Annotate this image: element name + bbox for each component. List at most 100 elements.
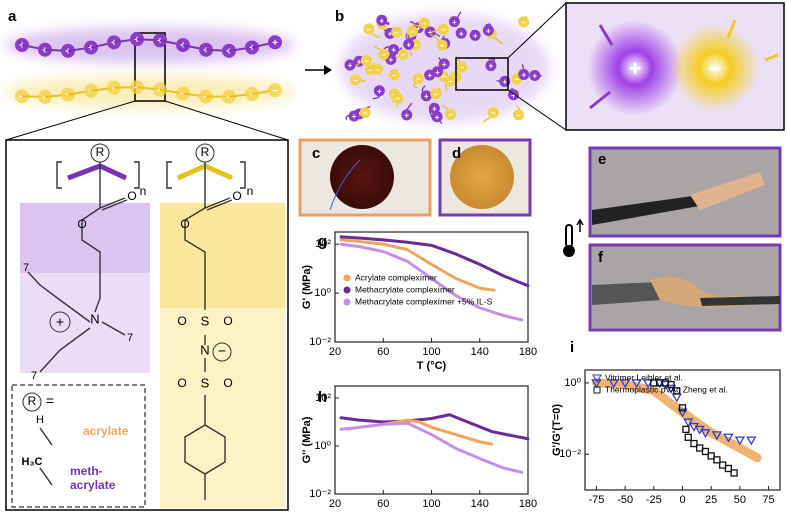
marker <box>690 439 698 448</box>
bead <box>444 75 456 87</box>
bead-sign: − <box>448 77 453 86</box>
bead-sign: − <box>515 75 520 84</box>
chemistry-label: O <box>232 189 241 203</box>
zoom-line <box>5 100 136 141</box>
network: −−+++−−+++−++−−+−−+−−+−+++++++−−−+−−−+++… <box>344 11 542 125</box>
bead <box>363 23 375 35</box>
plot-frame <box>334 385 529 495</box>
bead <box>513 109 525 121</box>
x-tick-label: 180 <box>519 346 537 358</box>
bead-sign: + <box>42 45 48 56</box>
bead-sign: − <box>249 90 255 101</box>
bead <box>428 102 440 114</box>
marker <box>608 379 619 389</box>
bead <box>438 58 450 70</box>
bead-sign: + <box>473 32 478 41</box>
bead-sign: + <box>357 57 362 66</box>
bead-sign: + <box>424 92 429 101</box>
data-line <box>339 421 524 474</box>
bead <box>485 60 497 72</box>
bead-sign: − <box>367 25 372 34</box>
zoom-box <box>455 57 509 91</box>
bead-sign: + <box>19 41 25 52</box>
bead-sign: − <box>272 86 278 97</box>
legend-label: Acrylate complexímer <box>355 272 437 282</box>
bead <box>455 27 467 39</box>
chemistry-label: O <box>77 217 86 231</box>
bead-sign: + <box>377 87 382 96</box>
bead <box>376 14 388 26</box>
marker <box>730 469 738 477</box>
y-tick-label: 10⁰ <box>314 440 331 452</box>
bead <box>360 54 372 66</box>
wire <box>329 159 361 211</box>
chemistry-label: R <box>201 145 210 159</box>
chemistry-label: acrylate <box>83 424 129 438</box>
legend-marker <box>593 386 601 394</box>
panel-label: i <box>570 339 574 356</box>
panel-label: c <box>312 145 320 162</box>
bead-sign: − <box>416 75 421 84</box>
marker <box>713 456 721 464</box>
bead-sign: − <box>459 63 464 72</box>
bead <box>364 64 376 76</box>
bead-sign: + <box>404 111 409 120</box>
bead-sign: − <box>42 93 48 104</box>
bead <box>392 92 404 104</box>
bead <box>430 88 442 100</box>
arrow-head <box>324 65 332 75</box>
bead-sign: − <box>413 41 418 50</box>
bead <box>487 106 499 118</box>
bead-sign: + <box>88 43 94 54</box>
bead <box>407 25 419 37</box>
bead-sign: − <box>203 92 209 103</box>
legend-marker <box>343 298 351 306</box>
sample-disk <box>330 145 394 209</box>
bead <box>431 111 443 123</box>
highlight <box>160 203 285 308</box>
marker <box>673 387 681 395</box>
bead-sign: − <box>157 85 163 96</box>
bead-sign: − <box>368 66 373 75</box>
x-tick-label: 60 <box>377 346 389 358</box>
chemistry-label: O <box>180 217 189 231</box>
chemistry-label: H₃C <box>22 456 43 468</box>
bead-sign: + <box>203 45 209 56</box>
x-axis-label: T (°C) <box>417 360 447 372</box>
bead-sign: + <box>435 68 440 77</box>
bead <box>418 17 430 29</box>
bead-sign: − <box>382 51 387 60</box>
marker <box>734 436 745 446</box>
x-tick-label: 20 <box>329 498 341 510</box>
data-line <box>339 413 530 441</box>
bead <box>388 44 400 56</box>
bead-sign: − <box>180 89 186 100</box>
bead <box>420 90 432 102</box>
y-axis-label: G'/G'(T=0) <box>551 404 563 456</box>
chemistry-label: 7 <box>127 332 133 344</box>
chemistry-label: O <box>127 189 136 203</box>
panel-label: b <box>335 8 344 25</box>
photo-e <box>588 146 782 238</box>
bead-sign: − <box>401 51 406 60</box>
chains: + − + − + − + − + − + − + − + − + − + − + − + − <box>15 32 282 104</box>
highlight <box>160 308 285 508</box>
bead-sign: + <box>157 36 163 47</box>
legend-label: Methacrylate complexímer +5% IL-S <box>355 296 493 306</box>
x-tick-label: 180 <box>519 498 537 510</box>
chemistry-label: S <box>201 313 210 328</box>
zoom-line <box>164 100 289 141</box>
bead-sign: + <box>489 62 494 71</box>
chemistry-label: H <box>36 414 44 426</box>
bead-sign: + <box>532 72 537 81</box>
chain-glow <box>5 76 295 108</box>
bead-sign: + <box>502 78 507 87</box>
y-axis-label: G'' (MPa) <box>301 416 313 463</box>
bead-sign: + <box>391 46 396 55</box>
panel-label: a <box>8 8 17 25</box>
legend-label: Vitrimer Leibler et al. <box>605 372 683 382</box>
tweezers <box>592 282 662 305</box>
marker <box>746 436 757 446</box>
bead <box>518 16 530 28</box>
